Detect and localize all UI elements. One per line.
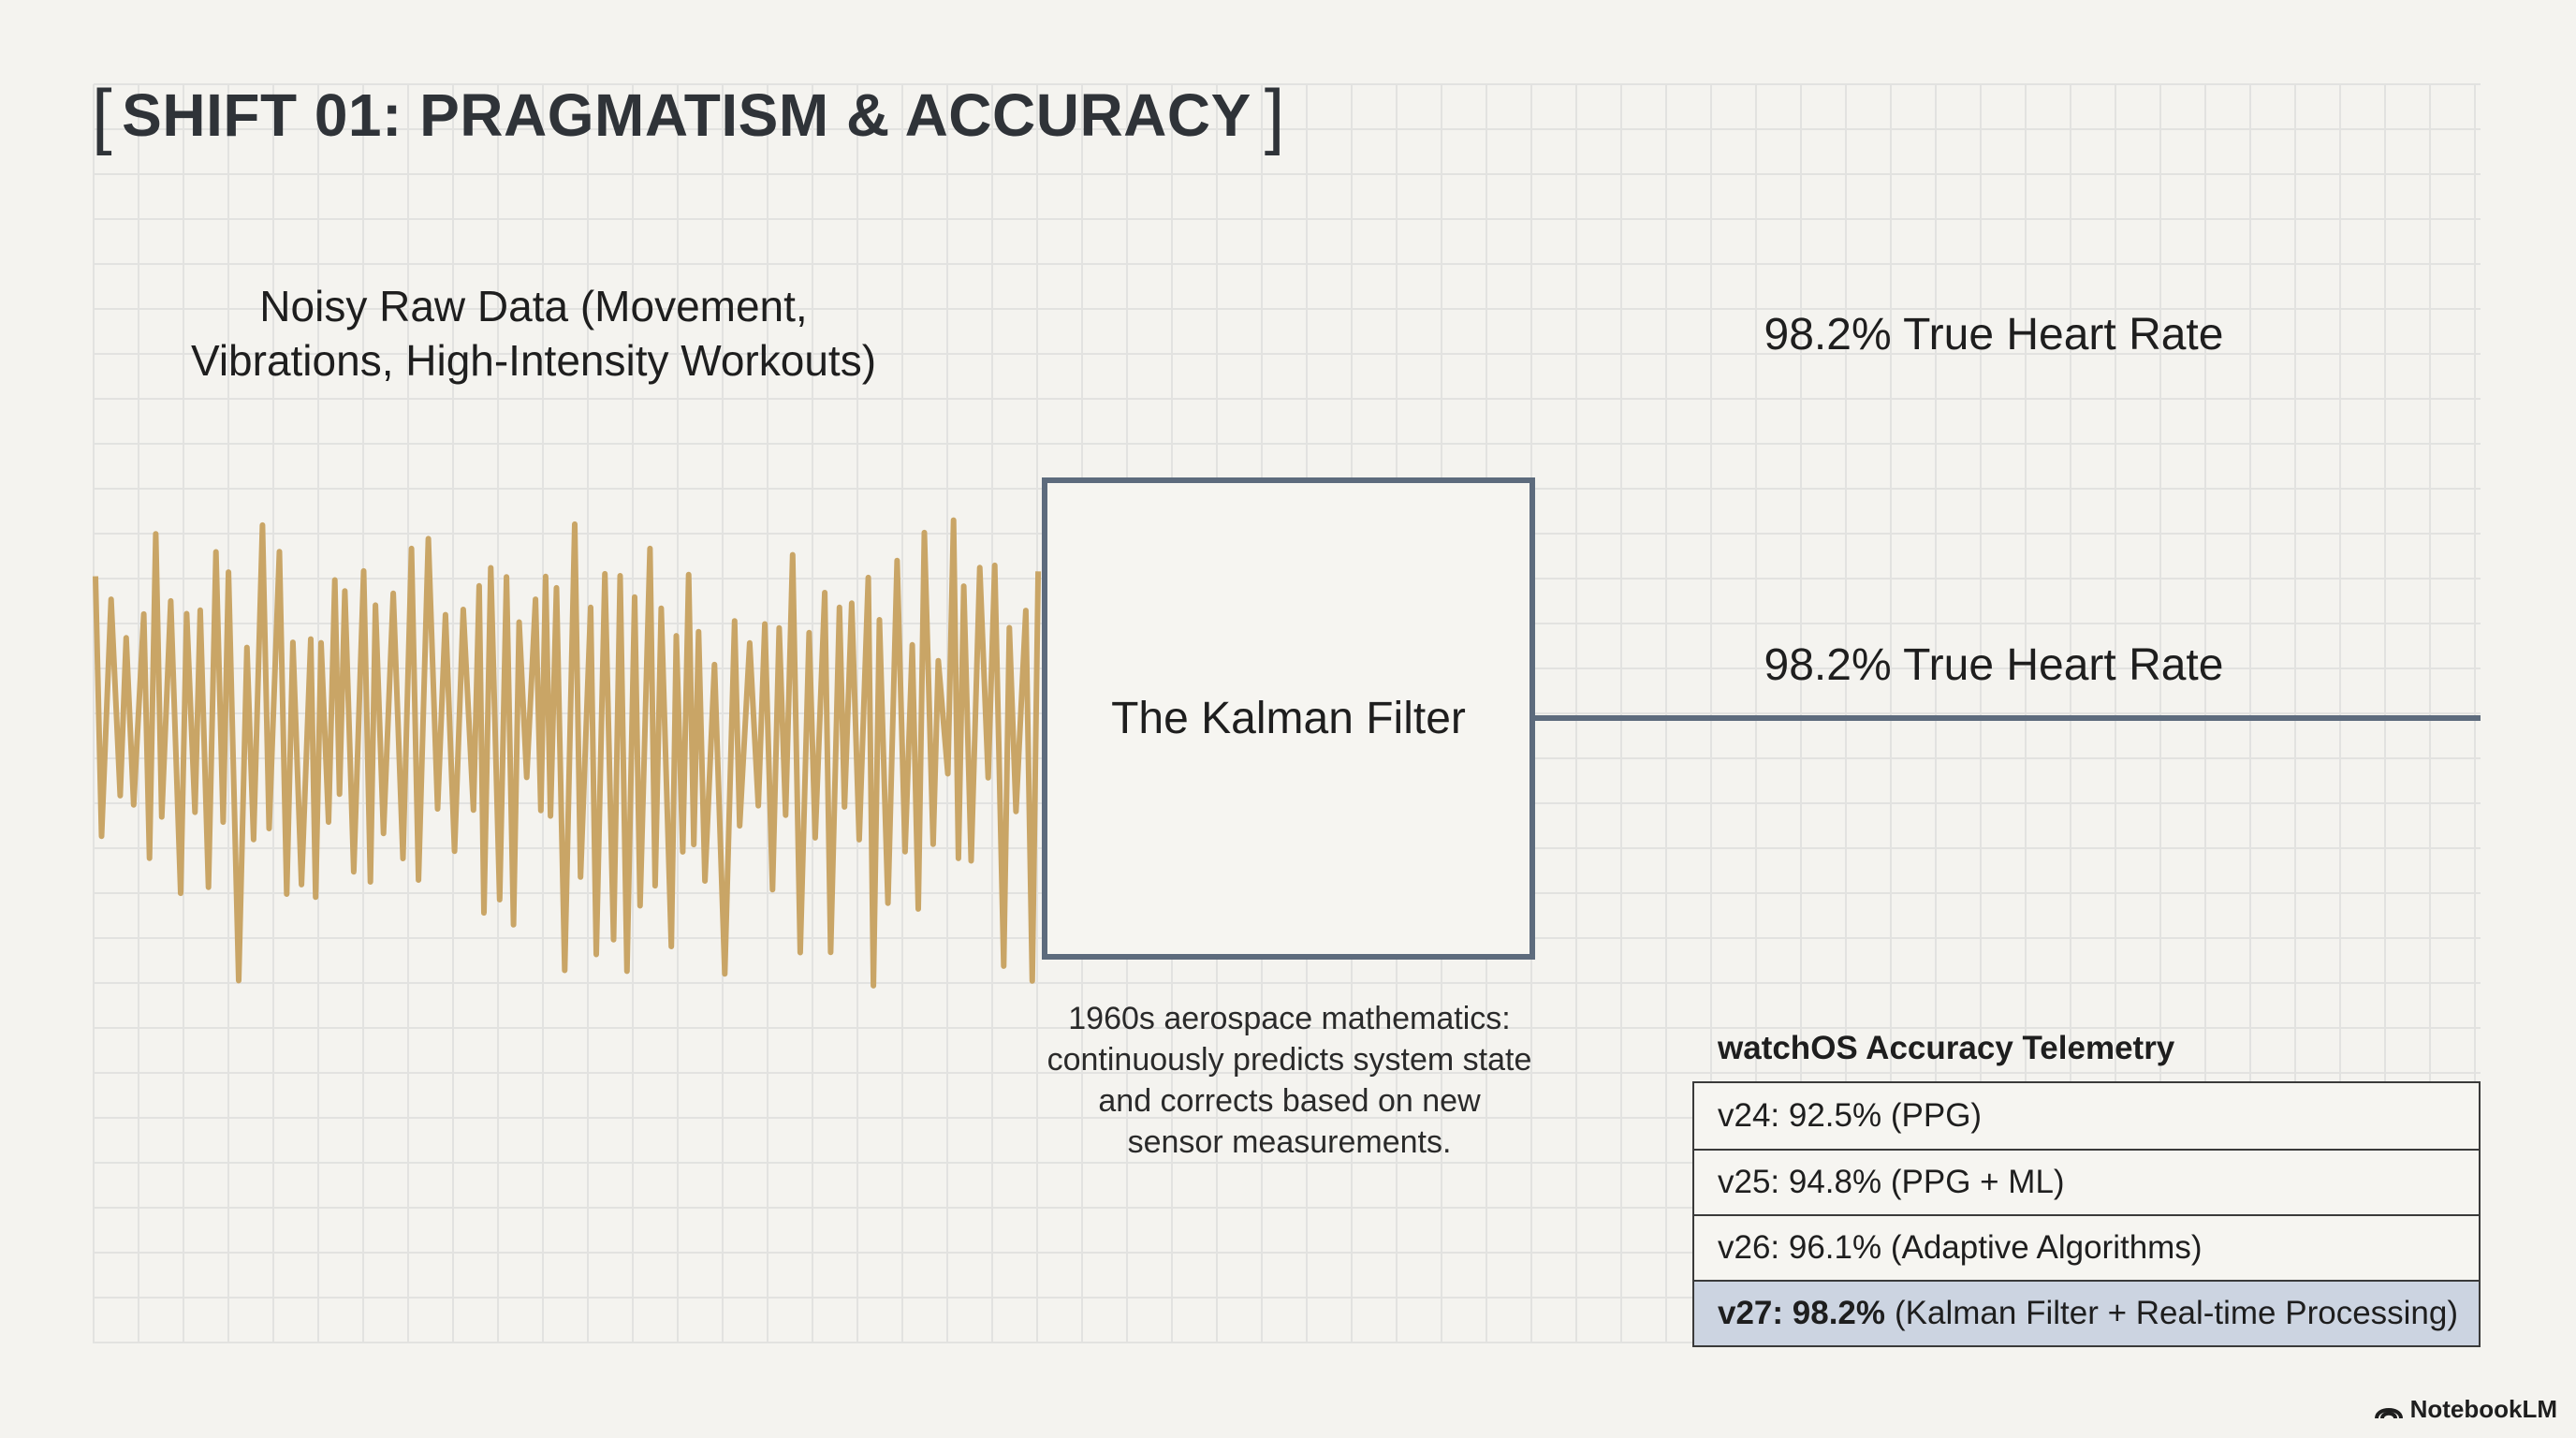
noisy-data-label: Noisy Raw Data (Movement, Vibrations, Hi…	[159, 279, 908, 388]
true-heart-rate-top-label: 98.2% True Heart Rate	[1764, 310, 2224, 360]
noise-wave-path	[93, 517, 1042, 989]
title-text: SHIFT 01: PRAGMATISM & ACCURACY	[122, 81, 1251, 149]
telemetry-table: v24: 92.5% (PPG) v25: 94.8% (PPG + ML) v…	[1692, 1081, 2481, 1347]
true-heart-rate-line-label: 98.2% True Heart Rate	[1764, 640, 2224, 690]
telemetry-title: watchOS Accuracy Telemetry	[1718, 1030, 2175, 1066]
filter-desc-line: continuously predicts system state	[1046, 1042, 1532, 1078]
brand-watermark: NotebookLM	[2374, 1395, 2557, 1424]
notebooklm-logo-icon	[2374, 1407, 2403, 1419]
title-close-bracket: ]	[1264, 74, 1285, 156]
noisy-data-label-line1: Noisy Raw Data (Movement,	[259, 282, 808, 330]
telemetry-row-text: v24: 92.5% (PPG)	[1718, 1097, 1983, 1134]
telemetry-row-v26: v26: 96.1% (Adaptive Algorithms)	[1694, 1214, 2479, 1280]
filter-desc-line: and corrects based on new	[1098, 1083, 1481, 1119]
kalman-filter-description: 1960s aerospace mathematics: continuousl…	[1011, 998, 1568, 1163]
brand-name: NotebookLM	[2409, 1395, 2557, 1423]
filter-desc-line: sensor measurements.	[1127, 1124, 1452, 1160]
kalman-filter-label: The Kalman Filter	[1111, 694, 1466, 743]
telemetry-row-v25: v25: 94.8% (PPG + ML)	[1694, 1149, 2479, 1214]
filter-desc-line: 1960s aerospace mathematics:	[1068, 1001, 1511, 1036]
telemetry-row-v24: v24: 92.5% (PPG)	[1694, 1083, 2479, 1149]
title-open-bracket: [	[92, 74, 113, 156]
noisy-data-label-line2: Vibrations, High-Intensity Workouts)	[190, 336, 877, 385]
telemetry-row-text: v25: 94.8% (PPG + ML)	[1718, 1164, 2065, 1200]
telemetry-row-text: (Kalman Filter + Real-time Processing)	[1895, 1295, 2459, 1331]
page-title: [ SHIFT 01: PRAGMATISM & ACCURACY ]	[92, 79, 1298, 152]
telemetry-row-text: v26: 96.1% (Adaptive Algorithms)	[1718, 1229, 2203, 1266]
telemetry-row-version: v27: 98.2%	[1718, 1295, 1886, 1331]
kalman-filter-box: The Kalman Filter	[1042, 477, 1535, 960]
telemetry-row-v27: v27: 98.2% (Kalman Filter + Real-time Pr…	[1694, 1280, 2479, 1345]
